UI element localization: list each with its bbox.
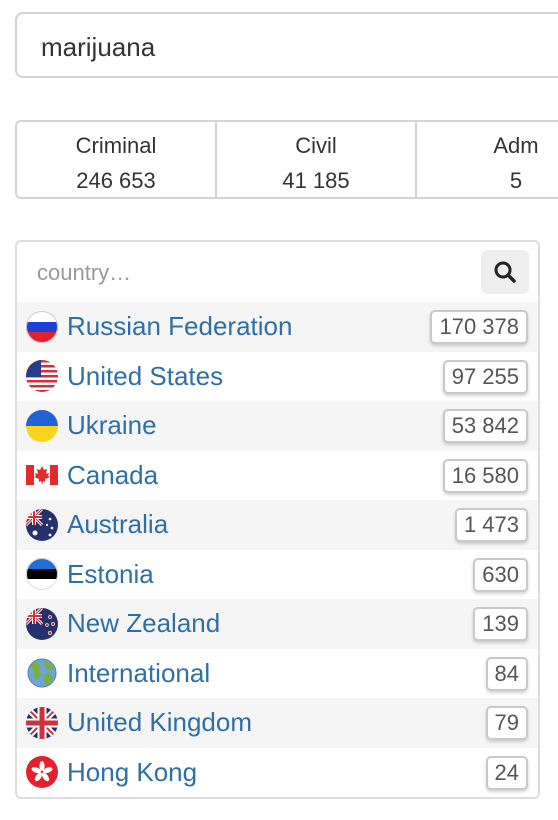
count-badge: 16 580 xyxy=(442,458,528,493)
country-row-new-zealand[interactable]: New Zealand 139 xyxy=(17,599,538,649)
category-tabs: Criminal 246 653 Civil 41 185 Adm 5 xyxy=(15,120,558,199)
country-name[interactable]: Canada xyxy=(67,459,159,490)
ukraine-flag-icon xyxy=(26,409,58,442)
search-icon xyxy=(494,261,516,283)
country-row-australia[interactable]: Australia 1 473 xyxy=(17,500,538,550)
search-box[interactable] xyxy=(15,12,558,78)
category-administrative[interactable]: Adm 5 xyxy=(415,120,558,199)
count-badge: 97 255 xyxy=(442,359,528,394)
category-count: 5 xyxy=(509,168,523,193)
count-badge: 630 xyxy=(473,557,528,592)
country-name[interactable]: United States xyxy=(67,360,224,391)
usa-flag-icon xyxy=(26,360,58,393)
country-list: Russian Federation 170 378 United Stat xyxy=(17,302,538,797)
country-name[interactable]: Hong Kong xyxy=(67,756,198,787)
count-badge: 24 xyxy=(485,755,528,790)
country-panel: Russian Federation 170 378 United Stat xyxy=(15,240,540,799)
count-badge: 139 xyxy=(473,607,528,641)
category-civil[interactable]: Civil 41 185 xyxy=(215,120,417,199)
count-badge: 170 378 xyxy=(430,310,528,344)
country-name[interactable]: Estonia xyxy=(67,558,154,589)
canada-flag-icon xyxy=(26,465,58,486)
russia-flag-icon xyxy=(26,310,58,343)
search-input[interactable] xyxy=(41,30,541,64)
country-filter-input[interactable] xyxy=(37,258,457,288)
count-badge: 53 842 xyxy=(442,409,528,443)
globe-icon xyxy=(27,658,57,688)
category-name: Civil xyxy=(295,133,337,158)
country-row-russian-federation[interactable]: Russian Federation 170 378 xyxy=(17,302,538,352)
australia-flag-icon xyxy=(26,508,58,541)
country-name[interactable]: New Zealand xyxy=(67,608,221,639)
count-badge: 1 473 xyxy=(454,508,528,542)
country-row-international[interactable]: International 84 xyxy=(17,649,538,699)
country-row-united-states[interactable]: United States 97 255 xyxy=(17,352,538,402)
category-name: Adm xyxy=(493,133,539,158)
country-row-hong-kong[interactable]: Hong Kong 24 xyxy=(17,748,538,798)
count-badge: 84 xyxy=(485,656,528,691)
country-search-button[interactable] xyxy=(481,250,529,294)
country-name[interactable]: International xyxy=(67,657,211,688)
country-name[interactable]: United Kingdom xyxy=(67,707,252,738)
country-name[interactable]: Australia xyxy=(67,509,169,540)
count-badge: 79 xyxy=(485,706,528,740)
uk-flag-icon xyxy=(26,706,58,739)
category-name: Criminal xyxy=(75,133,157,158)
category-criminal[interactable]: Criminal 246 653 xyxy=(15,120,217,199)
category-count: 246 653 xyxy=(76,168,156,193)
country-filter xyxy=(17,242,538,302)
country-row-canada[interactable]: Canada 16 580 xyxy=(17,451,538,501)
country-row-ukraine[interactable]: Ukraine 53 842 xyxy=(17,401,538,451)
category-count: 41 185 xyxy=(282,168,350,193)
country-name[interactable]: Ukraine xyxy=(67,410,157,441)
country-row-estonia[interactable]: Estonia 630 xyxy=(17,550,538,600)
estonia-flag-icon xyxy=(26,558,58,591)
new-zealand-flag-icon xyxy=(26,607,58,640)
country-row-united-kingdom[interactable]: United Kingdom 79 xyxy=(17,698,538,748)
hong-kong-flag-icon xyxy=(26,756,58,789)
country-name[interactable]: Russian Federation xyxy=(67,311,293,342)
